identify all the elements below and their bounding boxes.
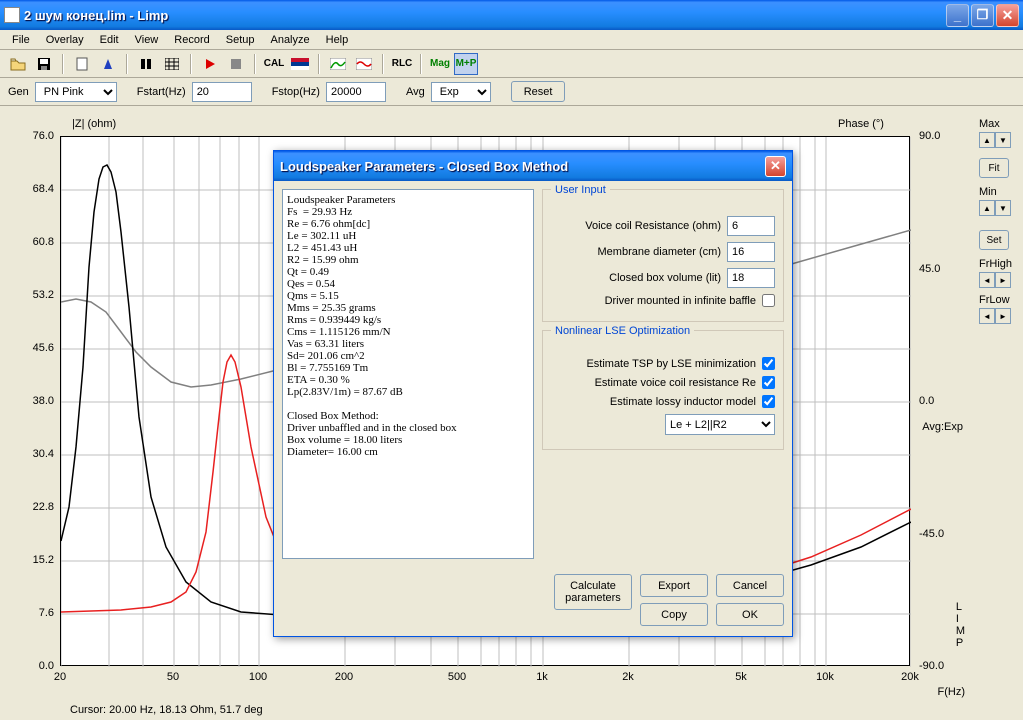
menu-bar: File Overlay Edit View Record Setup Anal… [0, 30, 1023, 50]
stop-icon[interactable] [224, 53, 248, 75]
min-label: Min [979, 186, 1019, 198]
estimate-tsp-label: Estimate TSP by LSE minimization [586, 358, 756, 370]
membrane-diameter-label: Membrane diameter (cm) [598, 246, 721, 258]
mp-button[interactable]: M+P [454, 53, 478, 75]
max-down[interactable]: ▼ [995, 132, 1011, 148]
y-left-axis-label: |Z| (ohm) [72, 118, 116, 130]
reset-button[interactable]: Reset [511, 81, 566, 102]
copy-button[interactable]: Copy [640, 603, 708, 626]
gen-label: Gen [8, 86, 29, 98]
min-spinner[interactable]: ▲▼ [979, 200, 1019, 216]
curve1-icon[interactable] [326, 53, 350, 75]
window-titlebar: 2 шум конец.lim - Limp _ ❐ ✕ [0, 0, 1023, 30]
save-icon[interactable] [32, 53, 56, 75]
fstop-label: Fstop(Hz) [272, 86, 320, 98]
frlow-left[interactable]: ◄ [979, 308, 995, 324]
loudspeaker-params-dialog: Loudspeaker Parameters - Closed Box Meth… [273, 150, 793, 637]
grid-icon[interactable] [160, 53, 184, 75]
infinite-baffle-label: Driver mounted in infinite baffle [605, 295, 756, 307]
frlow-right[interactable]: ► [995, 308, 1011, 324]
max-up[interactable]: ▲ [979, 132, 995, 148]
fstart-input[interactable] [192, 82, 252, 102]
export-button[interactable]: Export [640, 574, 708, 597]
frhigh-right[interactable]: ► [995, 272, 1011, 288]
avg-select[interactable]: Exp [431, 82, 491, 102]
menu-help[interactable]: Help [318, 32, 357, 48]
user-input-legend: User Input [551, 184, 610, 196]
rlc-button[interactable]: RLC [390, 53, 414, 75]
min-down[interactable]: ▼ [995, 200, 1011, 216]
params-textarea[interactable]: Loudspeaker Parameters Fs = 29.93 Hz Re … [282, 189, 534, 559]
closed-box-volume-input[interactable] [727, 268, 775, 288]
min-up[interactable]: ▲ [979, 200, 995, 216]
minimize-button[interactable]: _ [946, 4, 969, 27]
infinite-baffle-checkbox[interactable] [762, 294, 775, 307]
mag-button[interactable]: Mag [428, 53, 452, 75]
cal-button[interactable]: CAL [262, 53, 286, 75]
closed-box-volume-label: Closed box volume (lit) [609, 272, 721, 284]
toolbar: CAL RLC Mag M+P [0, 50, 1023, 78]
inductor-model-select[interactable]: Le + L2||R2 [665, 414, 775, 435]
max-spinner[interactable]: ▲▼ [979, 132, 1019, 148]
y-right-axis-label: Phase (°) [838, 118, 884, 130]
vcr-label: Voice coil Resistance (ohm) [585, 220, 721, 232]
estimate-lossy-label: Estimate lossy inductor model [610, 396, 756, 408]
maximize-button[interactable]: ❐ [971, 4, 994, 27]
parameter-bar: Gen PN Pink Fstart(Hz) Fstop(Hz) Avg Exp… [0, 78, 1023, 106]
ok-button[interactable]: OK [716, 603, 784, 626]
frlow-spinner[interactable]: ◄► [979, 308, 1019, 324]
menu-file[interactable]: File [4, 32, 38, 48]
open-icon[interactable] [6, 53, 30, 75]
limp-watermark: LIMP [956, 601, 965, 649]
curve2-icon[interactable] [352, 53, 376, 75]
fstop-input[interactable] [326, 82, 386, 102]
menu-overlay[interactable]: Overlay [38, 32, 92, 48]
frhigh-label: FrHigh [979, 258, 1019, 270]
cursor-readout: Cursor: 20.00 Hz, 18.13 Ohm, 51.7 deg [70, 704, 263, 716]
y-axis-right: 90.045.00.0-45.0-90.0 [915, 136, 957, 666]
set-button[interactable]: Set [979, 230, 1009, 250]
estimate-re-label: Estimate voice coil resistance Re [595, 377, 756, 389]
frlow-label: FrLow [979, 294, 1019, 306]
vcr-input[interactable] [727, 216, 775, 236]
gen-select[interactable]: PN Pink [35, 82, 117, 102]
lse-legend: Nonlinear LSE Optimization [551, 325, 694, 337]
estimate-lossy-checkbox[interactable] [762, 395, 775, 408]
menu-view[interactable]: View [127, 32, 167, 48]
marker-icon[interactable] [96, 53, 120, 75]
menu-analyze[interactable]: Analyze [262, 32, 317, 48]
app-icon [4, 7, 20, 23]
membrane-diameter-input[interactable] [727, 242, 775, 262]
avg-method-label: Avg:Exp [922, 421, 963, 433]
lse-group: Nonlinear LSE Optimization Estimate TSP … [542, 330, 784, 450]
estimate-re-checkbox[interactable] [762, 376, 775, 389]
x-axis-label: F(Hz) [938, 686, 966, 698]
y-axis-left: 76.068.460.853.245.638.030.422.815.27.60… [20, 136, 58, 666]
x-axis: 20501002005001k2k5k10k20k [60, 671, 910, 691]
window-close-button[interactable]: ✕ [996, 4, 1019, 27]
estimate-tsp-checkbox[interactable] [762, 357, 775, 370]
flag-icon[interactable] [288, 53, 312, 75]
menu-edit[interactable]: Edit [92, 32, 127, 48]
dialog-titlebar[interactable]: Loudspeaker Parameters - Closed Box Meth… [274, 151, 792, 181]
max-label: Max [979, 118, 1019, 130]
dialog-close-button[interactable]: ✕ [765, 156, 786, 177]
cancel-button[interactable]: Cancel [716, 574, 784, 597]
fstart-label: Fstart(Hz) [137, 86, 186, 98]
calculate-button[interactable]: Calculate parameters [554, 574, 632, 610]
frhigh-spinner[interactable]: ◄► [979, 272, 1019, 288]
dialog-title: Loudspeaker Parameters - Closed Box Meth… [280, 159, 765, 174]
pause-icon[interactable] [134, 53, 158, 75]
window-title: 2 шум конец.lim - Limp [24, 8, 944, 23]
frhigh-left[interactable]: ◄ [979, 272, 995, 288]
user-input-group: User Input Voice coil Resistance (ohm) M… [542, 189, 784, 322]
fit-button[interactable]: Fit [979, 158, 1009, 178]
record-icon[interactable] [198, 53, 222, 75]
new-icon[interactable] [70, 53, 94, 75]
menu-setup[interactable]: Setup [218, 32, 263, 48]
avg-label: Avg [406, 86, 425, 98]
side-panel: Max ▲▼ Fit Min ▲▼ Set FrHigh ◄► FrLow ◄► [975, 106, 1023, 720]
menu-record[interactable]: Record [166, 32, 217, 48]
